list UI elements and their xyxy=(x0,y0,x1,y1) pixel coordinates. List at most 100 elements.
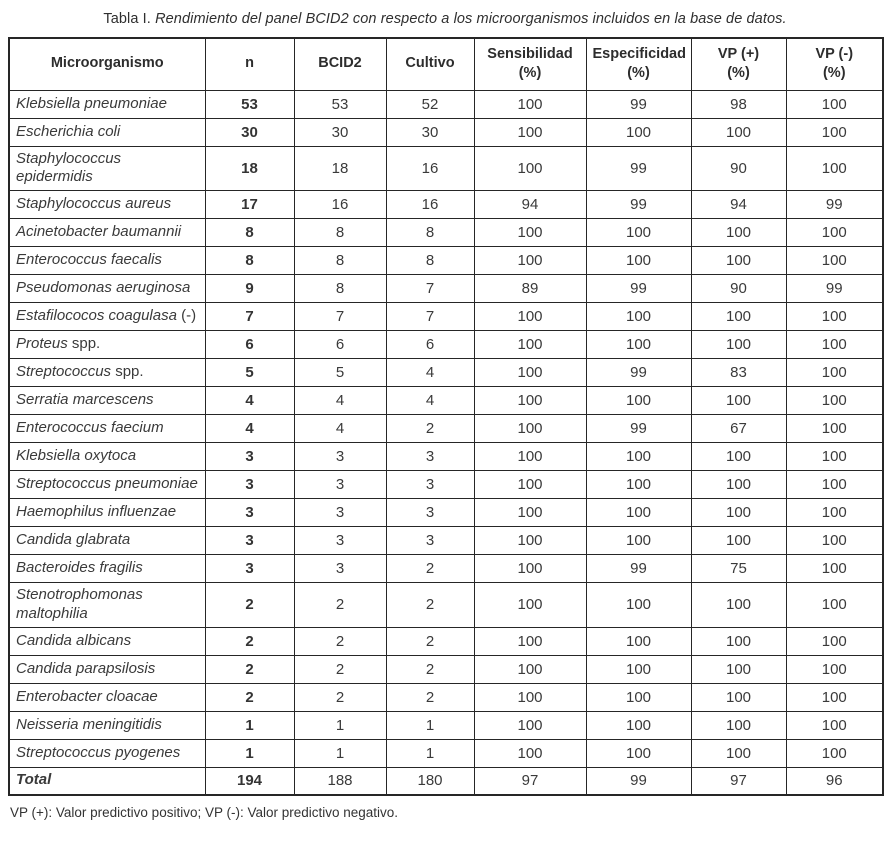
table-row: Estafilococos coagulasa (-) 7 7 7 100 100 100 1… xyxy=(8,302,884,331)
cultivo-cell: 4 xyxy=(385,386,475,415)
microorganism-name-cell: Klebsiella pneumoniae xyxy=(8,89,206,119)
sens-cell: 100 xyxy=(473,626,587,656)
cultivo-cell: 30 xyxy=(385,117,475,147)
table-row: Enterococcus faecalis 8 8 8 100 100 100 100 xyxy=(8,246,884,275)
microorganism-name: Total xyxy=(16,771,52,789)
sens-cell: 100 xyxy=(473,526,587,555)
n-cell: 7 xyxy=(204,302,295,331)
bcid2-cell: 3 xyxy=(293,526,387,555)
n-cell: 6 xyxy=(204,330,295,359)
microorganism-name-cell: Stenotrophomonas maltophilia xyxy=(8,582,206,628)
header-vp-positivo: VP (+) (%) xyxy=(690,37,787,91)
sens-cell: 100 xyxy=(473,386,587,415)
table-row: Enterococcus faecium 4 4 2 100 99 67 100 xyxy=(8,414,884,443)
header-sensibilidad: Sensibilidad (%) xyxy=(473,37,587,91)
cultivo-cell: 8 xyxy=(385,218,475,247)
espec-cell: 100 xyxy=(585,626,692,656)
microorganism-name-suffix: (-) xyxy=(176,307,197,325)
microorganism-name: Streptococcus pyogenes xyxy=(16,743,181,761)
cultivo-cell: 16 xyxy=(385,190,475,219)
espec-cell: 100 xyxy=(585,117,692,147)
cultivo-cell: 2 xyxy=(385,414,475,443)
microorganism-name: Neisseria meningitidis xyxy=(16,715,162,733)
vp-neg-cell: 100 xyxy=(785,358,884,387)
vp-neg-cell: 100 xyxy=(785,414,884,443)
sens-cell: 97 xyxy=(473,766,587,796)
sens-cell: 100 xyxy=(473,145,587,191)
n-cell: 30 xyxy=(204,117,295,147)
table-row: Klebsiella pneumoniae 53 53 52 100 99 98 100 xyxy=(8,89,884,119)
header-bcid2: BCID2 xyxy=(293,37,387,91)
vp-pos-cell: 90 xyxy=(690,274,787,303)
vp-neg-cell: 100 xyxy=(785,89,884,119)
microorganism-name: Candida albicans xyxy=(16,631,132,649)
espec-cell: 99 xyxy=(585,554,692,583)
espec-cell: 99 xyxy=(585,190,692,219)
espec-cell: 100 xyxy=(585,386,692,415)
bcid2-cell: 8 xyxy=(293,246,387,275)
sens-cell: 94 xyxy=(473,190,587,219)
n-cell: 4 xyxy=(204,414,295,443)
sens-cell: 100 xyxy=(473,498,587,527)
espec-cell: 99 xyxy=(585,89,692,119)
microorganism-name: Escherichia coli xyxy=(16,122,121,140)
results-table: Microorganismo n BCID2 Cultivo Sensibili… xyxy=(8,37,884,796)
vp-neg-cell: 100 xyxy=(785,330,884,359)
vp-neg-cell: 100 xyxy=(785,738,884,768)
bcid2-cell: 1 xyxy=(293,710,387,740)
n-cell: 5 xyxy=(204,358,295,387)
sens-cell: 100 xyxy=(473,682,587,712)
microorganism-name-cell: Acinetobacter baumannii xyxy=(8,218,206,247)
microorganism-name: Estafilococos coagulasa xyxy=(16,307,177,325)
n-cell: 1 xyxy=(204,710,295,740)
cultivo-cell: 3 xyxy=(385,526,475,555)
microorganism-name: Klebsiella oxytoca xyxy=(16,447,137,465)
espec-cell: 100 xyxy=(585,218,692,247)
bcid2-cell: 2 xyxy=(293,654,387,684)
espec-cell: 100 xyxy=(585,682,692,712)
microorganism-name-cell: Enterobacter cloacae xyxy=(8,682,206,712)
table-title-text: Rendimiento del panel BCID2 con respecto… xyxy=(150,11,787,27)
vp-pos-cell: 100 xyxy=(690,710,787,740)
microorganism-name: Candida glabrata xyxy=(16,531,131,549)
n-cell: 17 xyxy=(204,190,295,219)
vp-neg-cell: 100 xyxy=(785,218,884,247)
vp-pos-cell: 100 xyxy=(690,302,787,331)
table-row: Streptococcus spp. 5 5 4 100 99 83 100 xyxy=(8,358,884,387)
table-row: Candida albicans 2 2 2 100 100 100 100 xyxy=(8,626,884,656)
bcid2-cell: 4 xyxy=(293,414,387,443)
vp-neg-cell: 100 xyxy=(785,117,884,147)
vp-neg-cell: 100 xyxy=(785,710,884,740)
table-row: Staphylococcus epidermidis 18 18 16 100 99 90 1… xyxy=(8,145,884,191)
microorganism-name-cell: Estafilococos coagulasa (-) xyxy=(8,302,206,331)
table-row: Bacteroides fragilis 3 3 2 100 99 75 100 xyxy=(8,554,884,583)
vp-neg-cell: 100 xyxy=(785,145,884,191)
microorganism-name-cell: Streptococcus pneumoniae xyxy=(8,470,206,499)
vp-neg-cell: 100 xyxy=(785,582,884,628)
vp-pos-cell: 94 xyxy=(690,190,787,219)
vp-pos-cell: 75 xyxy=(690,554,787,583)
vp-pos-cell: 100 xyxy=(690,654,787,684)
vp-neg-cell: 100 xyxy=(785,526,884,555)
table-title-label: Tabla I. xyxy=(103,11,151,27)
table-row: Neisseria meningitidis 1 1 1 100 100 100 100 xyxy=(8,710,884,740)
sens-cell: 100 xyxy=(473,246,587,275)
sens-cell: 100 xyxy=(473,442,587,471)
n-cell: 4 xyxy=(204,386,295,415)
vp-neg-cell: 100 xyxy=(785,302,884,331)
espec-cell: 100 xyxy=(585,470,692,499)
sens-cell: 100 xyxy=(473,582,587,628)
vp-pos-cell: 97 xyxy=(690,766,787,796)
cultivo-cell: 2 xyxy=(385,554,475,583)
vp-neg-cell: 99 xyxy=(785,274,884,303)
vp-pos-cell: 98 xyxy=(690,89,787,119)
microorganism-name: Serratia marcescens xyxy=(16,391,154,409)
bcid2-cell: 2 xyxy=(293,682,387,712)
bcid2-cell: 3 xyxy=(293,554,387,583)
bcid2-cell: 188 xyxy=(293,766,387,796)
sens-cell: 100 xyxy=(473,738,587,768)
espec-cell: 99 xyxy=(585,766,692,796)
n-cell: 3 xyxy=(204,526,295,555)
microorganism-name-cell: Candida albicans xyxy=(8,626,206,656)
microorganism-name: Enterobacter cloacae xyxy=(16,687,158,705)
